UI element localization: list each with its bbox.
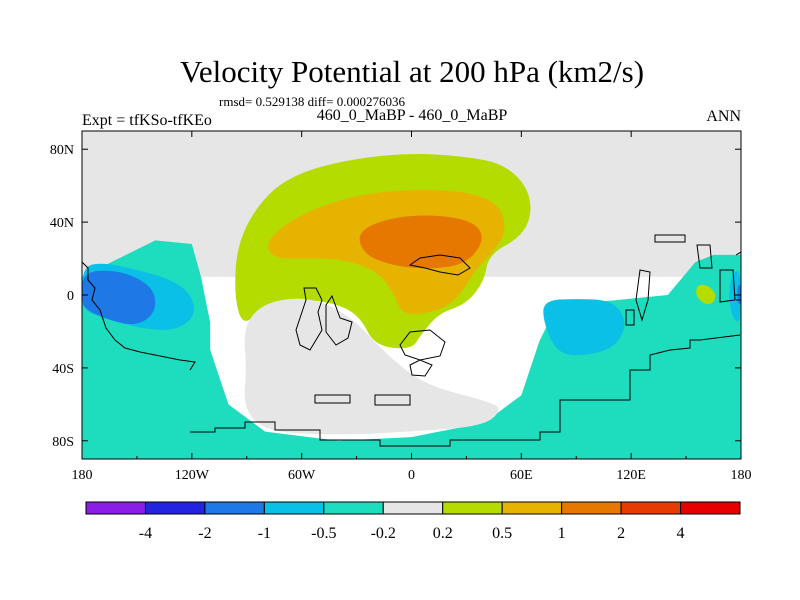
east-island-3 [719,269,736,303]
central-landmass-coast [325,294,353,346]
colorbar-swatch [263,501,325,515]
arabia-coast [408,254,471,276]
colorbar-swatch [501,501,563,515]
colorbar-label: 0.2 [433,525,453,542]
contour-region-southern-weak-negative [82,240,741,459]
antarctica-coast [190,334,741,447]
axis-ticks-layer: 180 120W 60W 0 60E 120E 180 80N 40N 0 40S 80S [50,131,752,483]
contour-region-africa-eurasia-core [359,215,482,269]
x-tick-label: 0 [408,468,415,483]
x-tick-label: 60W [288,468,316,483]
colorbar-swatch [382,501,444,515]
east-island-2 [696,244,713,269]
colorbar-swatch [620,501,682,515]
colorbar: -4 -2 -1 -0.5 -0.2 0.2 0.5 1 2 4 [85,501,741,542]
colorbar-label: -1 [258,525,271,542]
contour-fill-layer [82,131,741,459]
colorbar-label: 2 [617,525,625,542]
x-tick-label: 120E [616,468,646,483]
x-tick-label: 120W [175,468,210,483]
contour-region-west-pacific-island-positive [696,284,716,305]
contour-region-indian-ocean-negative [543,299,625,356]
case-label: 460_0_MaBP - 460_0_MaBP [317,107,508,124]
chart-subtitle: rmsd= 0.529138 diff= 0.000276036 [219,94,405,109]
colorbar-label: 1 [558,525,566,542]
colorbar-label: 0.5 [492,525,512,542]
colorbar-label: -2 [198,525,211,542]
east-island-1 [654,234,686,243]
experiment-label: Expt = tfKSo-tfKEo [82,112,212,129]
y-tick-label: 80N [50,143,74,158]
east-coast-fragment [735,251,741,301]
indian-ocean-island [625,309,635,326]
colorbar-swatch [442,501,503,515]
continent-outline-layer [82,234,741,447]
colorbar-swatch [204,501,265,515]
southern-island-1 [409,359,433,377]
colorbar-label: 4 [677,525,685,542]
colorbar-swatch [680,501,741,515]
southern-island-2 [314,394,351,404]
south-america-coast [82,261,196,371]
eastern-block-coast [399,329,446,361]
colorbar-label: -0.5 [311,525,336,542]
colorbar-label: -4 [139,525,152,542]
season-label: ANN [706,108,741,125]
colorbar-label: -0.2 [371,525,396,542]
colorbar-swatch [323,501,384,515]
colorbar-swatch [144,501,206,515]
contour-region-south-atlantic-neutral-tongue [244,298,499,435]
southern-island-3 [374,394,411,406]
africa-coast [295,287,323,351]
east-continent-coast [635,269,651,322]
y-tick-label: 40S [52,362,74,377]
y-tick-label: 80S [52,435,74,450]
y-tick-label: 40N [50,216,74,231]
x-tick-label: 180 [72,468,93,483]
chart-title: Velocity Potential at 200 hPa (km2/s) [180,54,644,89]
y-tick-label: 0 [67,289,74,304]
colorbar-swatch [561,501,622,515]
colorbar-swatch [85,501,146,515]
x-tick-label: 60E [510,468,533,483]
x-tick-label: 180 [731,468,752,483]
